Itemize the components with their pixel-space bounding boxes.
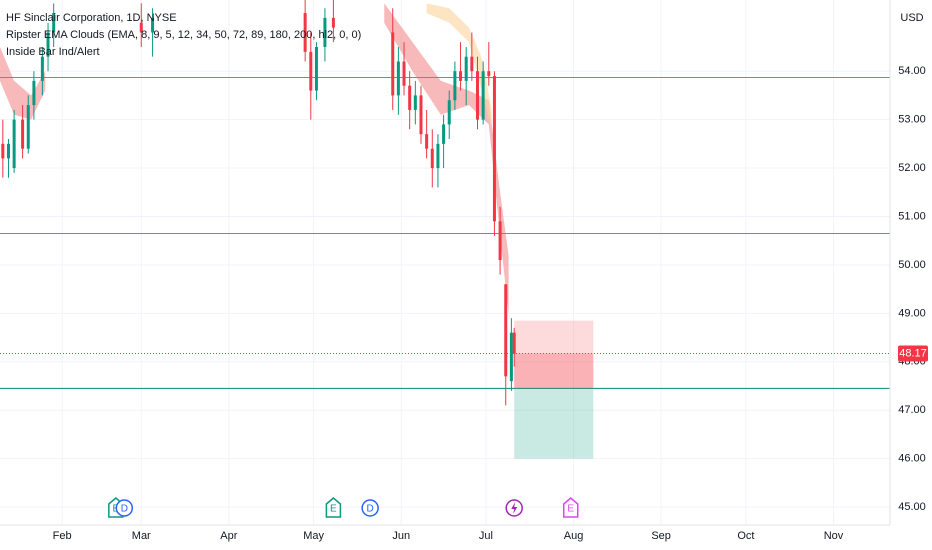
plot-area <box>0 0 890 459</box>
y-tick-label: 52.00 <box>898 162 926 174</box>
x-tick-label: Mar <box>132 530 151 542</box>
last-price-tag <box>898 345 928 362</box>
x-tick-label: Jun <box>392 530 410 542</box>
y-tick-label: 49.00 <box>898 307 926 319</box>
x-tick-label: Feb <box>53 530 72 542</box>
candle-body <box>139 22 143 33</box>
y-tick-label: 51.00 <box>898 210 926 222</box>
last-price-label: 48.17 <box>899 347 927 359</box>
candle-body <box>492 76 496 222</box>
candle-body <box>52 13 56 33</box>
candle-body <box>6 143 10 159</box>
candle-body <box>396 61 400 96</box>
candle-body <box>430 148 434 169</box>
candle-body <box>436 143 440 169</box>
candle-body <box>512 332 516 354</box>
x-tick-label: Apr <box>220 530 237 542</box>
candle-body <box>453 71 457 101</box>
event-icon <box>562 497 579 518</box>
candle-body <box>12 119 16 169</box>
y-tick-label: 46.00 <box>898 453 926 465</box>
y-tick-label: 54.00 <box>898 65 926 77</box>
event-icon <box>325 497 342 518</box>
event-icon <box>115 499 134 517</box>
candle-body <box>314 46 318 91</box>
candle-body <box>303 13 307 52</box>
candle-body <box>46 32 50 57</box>
candle-body <box>464 56 468 81</box>
candle-body <box>470 56 474 72</box>
event-label: E <box>567 504 574 515</box>
candle-body <box>391 32 395 96</box>
candle-body <box>331 17 335 28</box>
candle-body <box>419 95 423 135</box>
candle-body <box>309 51 313 91</box>
indicator-label: Ripster EMA Clouds (EMA, 8, 9, 5, 12, 34… <box>6 29 361 41</box>
candle-body <box>408 85 412 110</box>
y-tick-label: 53.00 <box>898 114 926 126</box>
candle-body <box>481 71 485 120</box>
candle-body <box>487 71 491 77</box>
candle-body <box>32 80 36 106</box>
event-label: E <box>330 504 337 515</box>
ema-cloud <box>384 3 509 314</box>
x-tick-label: Sep <box>651 530 671 542</box>
chart-title: HF Sinclair Corporation, 1D, NYSE <box>6 12 177 24</box>
ema-cloud <box>426 3 492 130</box>
x-tick-label: Oct <box>737 530 754 542</box>
candle-body <box>1 143 5 159</box>
candle-body <box>504 284 508 377</box>
candle-body <box>40 56 44 81</box>
event-label: D <box>121 504 128 515</box>
candle-body <box>402 61 406 86</box>
unrealized-loss <box>514 353 594 389</box>
x-tick-label: May <box>303 530 324 542</box>
candle-body <box>413 95 417 110</box>
y-tick-label: 50.00 <box>898 259 926 271</box>
x-tick-label: Aug <box>564 530 584 542</box>
grid <box>0 0 890 525</box>
candle-body <box>475 71 479 120</box>
event-icon <box>361 499 379 517</box>
candle-body <box>447 100 451 125</box>
indicator-label: Inside Bar Ind/Alert <box>6 46 100 58</box>
x-tick-label: Jul <box>479 530 493 542</box>
candle-body <box>26 105 30 149</box>
currency: USD <box>900 12 923 24</box>
event-label: D <box>367 504 374 515</box>
candle-body <box>442 124 446 144</box>
candle-body <box>459 71 463 81</box>
lightning <box>511 502 518 514</box>
candle-body <box>21 119 25 149</box>
x-tick-label: Nov <box>824 530 844 542</box>
y-tick-label: 47.00 <box>898 404 926 416</box>
candle-body <box>151 17 155 33</box>
candle-body <box>425 134 429 149</box>
stop-zone <box>514 320 594 389</box>
candle-body <box>509 332 513 382</box>
candle-body <box>498 221 502 261</box>
candle-body <box>323 17 327 47</box>
target-zone <box>514 388 594 459</box>
y-tick-label: 45.00 <box>898 501 926 513</box>
